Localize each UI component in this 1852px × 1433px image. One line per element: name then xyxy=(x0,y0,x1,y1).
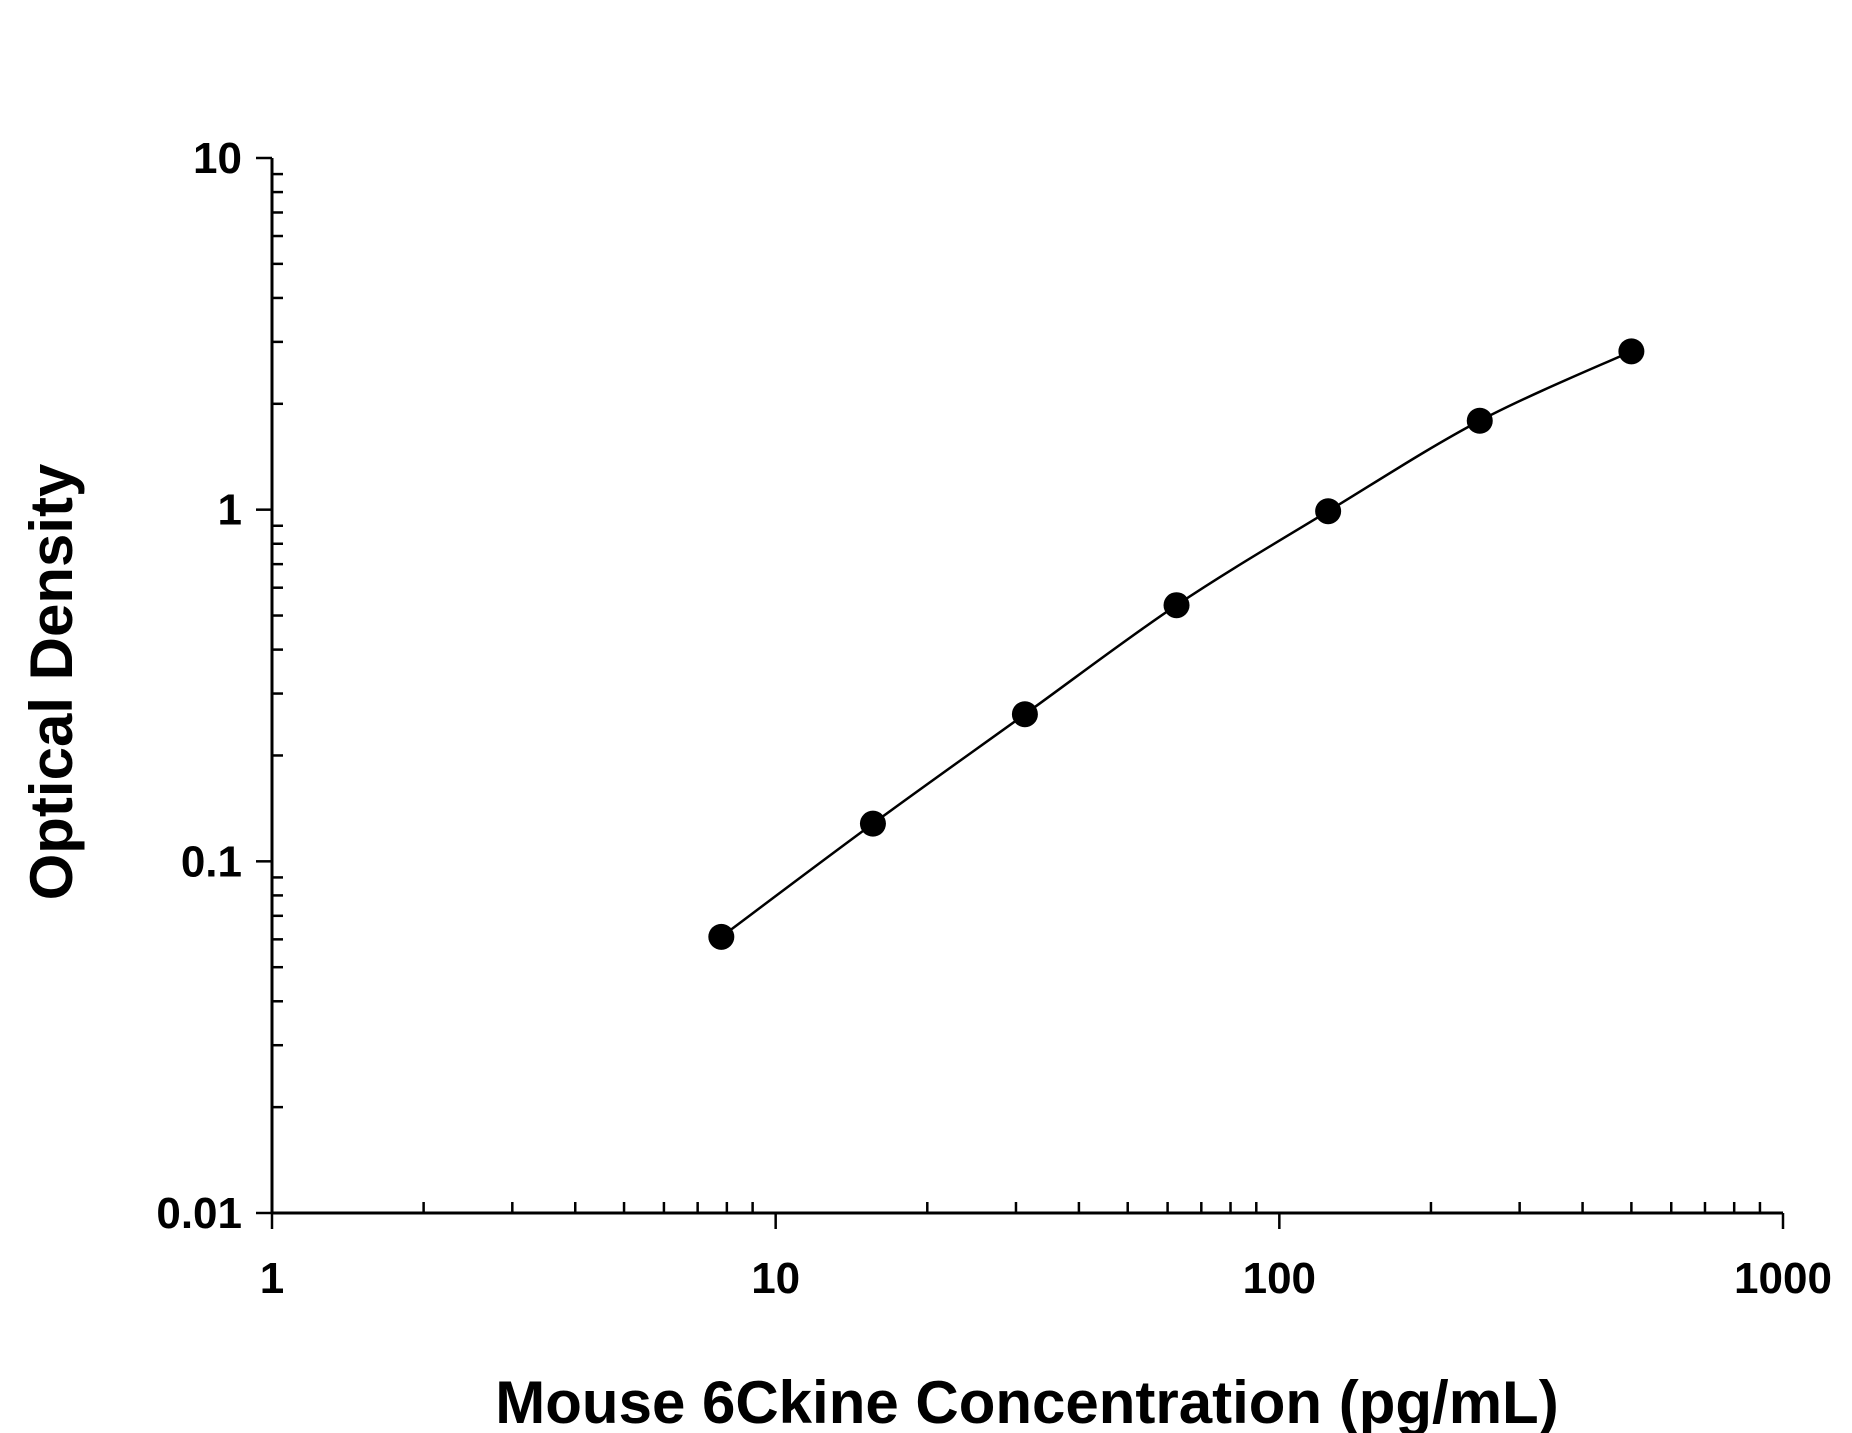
y-axis: 0.01 0.1 1 10 xyxy=(156,134,283,1238)
y-tick-label: 1 xyxy=(218,486,242,535)
plot-area xyxy=(708,338,1645,950)
fit-curve xyxy=(720,350,1632,938)
x-axis: 1 10 100 1000 xyxy=(260,1202,1832,1303)
x-tick-label: 10 xyxy=(751,1254,800,1303)
data-point xyxy=(708,923,735,950)
x-tick-label: 1 xyxy=(260,1254,284,1303)
data-point xyxy=(1466,407,1493,434)
y-tick-label: 10 xyxy=(193,134,242,183)
data-point xyxy=(1163,592,1190,619)
y-tick-label: 0.1 xyxy=(181,837,242,886)
data-point xyxy=(1618,338,1645,365)
y-tick-label: 0.01 xyxy=(156,1189,242,1238)
data-point xyxy=(859,810,886,837)
y-axis-title: Optical Density xyxy=(18,463,85,900)
x-axis-title: Mouse 6Ckine Concentration (pg/mL) xyxy=(495,1369,1558,1433)
data-point xyxy=(1315,498,1342,525)
x-tick-label: 100 xyxy=(1243,1254,1316,1303)
data-point xyxy=(1011,701,1038,728)
x-tick-label: 1000 xyxy=(1734,1254,1832,1303)
